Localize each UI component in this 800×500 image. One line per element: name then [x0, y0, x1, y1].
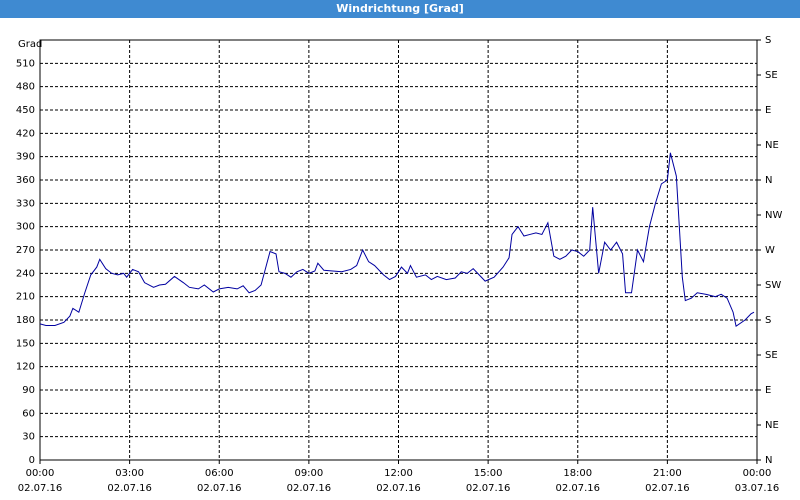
y-tick-label: 450 — [16, 105, 35, 116]
y-tick-label: 300 — [16, 222, 35, 233]
y-tick-label: 0 — [29, 455, 35, 466]
y-tick-label: 60 — [22, 408, 35, 419]
x-tick-label: 18:00 — [563, 468, 592, 479]
y-tick-label: 240 — [16, 268, 35, 279]
y2-tick-label: W — [765, 245, 775, 256]
y-tick-label: 390 — [16, 152, 35, 163]
x-tick-date: 02.07.16 — [376, 483, 421, 494]
y2-tick-label: E — [765, 105, 771, 116]
x-tick-label: 21:00 — [653, 468, 682, 479]
y-tick-label: 150 — [16, 338, 35, 349]
y-tick-label: 210 — [16, 292, 35, 303]
chart: Grad 0 30 60 90 120 150 180 210 240 270 300 330 360 3… — [16, 35, 783, 494]
x-tick-label: 00:00 — [26, 468, 55, 479]
x-tick-label: 15:00 — [474, 468, 503, 479]
y-tick-label: 90 — [22, 385, 35, 396]
line — [39, 152, 755, 328]
x-tick-date: 02.07.16 — [197, 483, 242, 494]
x-tick-date: 02.07.16 — [107, 483, 152, 494]
y-tick-label: 510 — [16, 58, 35, 69]
x-tick-date: 02.07.16 — [287, 483, 332, 494]
x-tick-label: 06:00 — [205, 468, 234, 479]
y2-tick-label: N — [765, 175, 772, 186]
y-tick-label: 420 — [16, 128, 35, 139]
x-tick-date: 03.07.16 — [735, 483, 780, 494]
x-tick-date: 02.07.16 — [555, 483, 600, 494]
y2-tick-label: N — [765, 455, 772, 466]
y2-tick-label: E — [765, 385, 771, 396]
y2-tick-label: NE — [765, 140, 779, 151]
y-label: Grad — [18, 39, 42, 50]
y-tick-label: 120 — [16, 362, 35, 373]
x-tick-date: 02.07.16 — [645, 483, 690, 494]
y2-tick-label: SW — [765, 280, 781, 291]
y2-tick-label: SE — [765, 70, 778, 81]
y-tick-label: 270 — [16, 245, 35, 256]
x-tick-date: 02.07.16 — [466, 483, 511, 494]
x-tick-label: 03:00 — [115, 468, 144, 479]
x-tick-label: 09:00 — [294, 468, 323, 479]
y2-tick-label: S — [765, 315, 771, 326]
x-tick-date: 02.07.16 — [18, 483, 63, 494]
y-tick-label: 180 — [16, 315, 35, 326]
y-tick-label: 30 — [22, 432, 35, 443]
y-tick-label: 360 — [16, 175, 35, 186]
window-title: Windrichtung [Grad] — [0, 0, 800, 18]
x-tick-label: 00:00 — [743, 468, 772, 479]
y2-tick-label: NW — [765, 210, 782, 221]
x-tick-label: 12:00 — [384, 468, 413, 479]
y2-tick-label: SE — [765, 350, 778, 361]
y2-tick-label: NE — [765, 420, 779, 431]
y-tick-label: 480 — [16, 82, 35, 93]
y2-tick-label: S — [765, 35, 771, 46]
plot-frame — [39, 39, 758, 461]
y-tick-label: 330 — [16, 198, 35, 209]
